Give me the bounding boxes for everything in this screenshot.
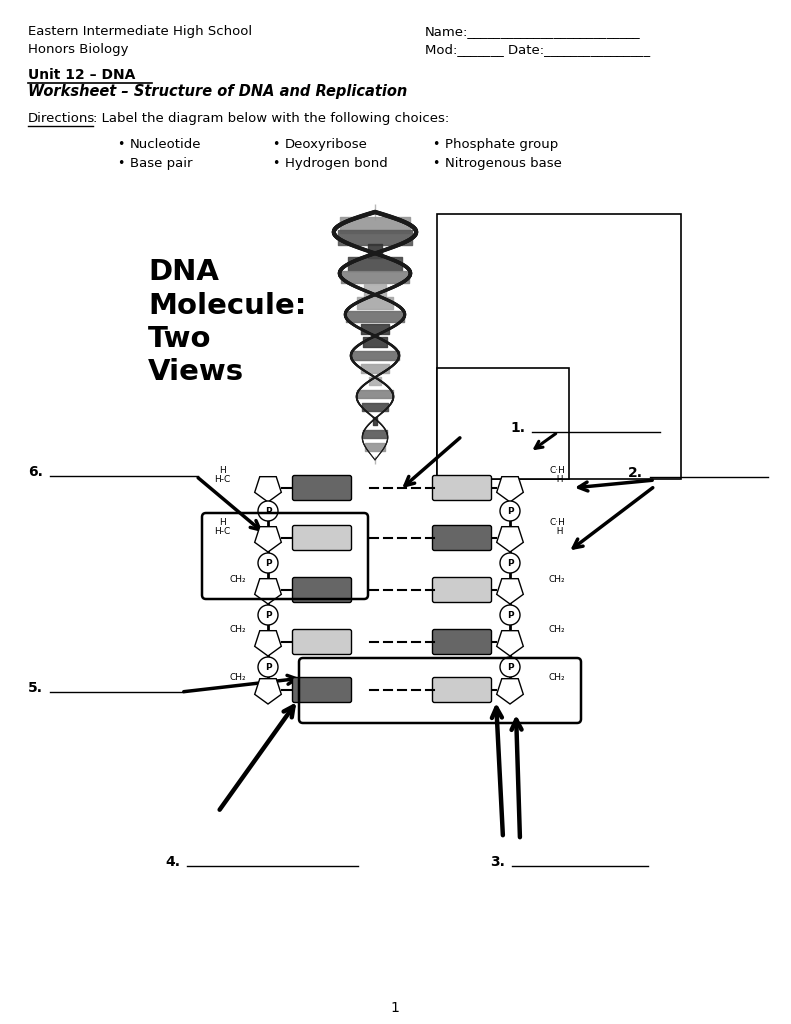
Polygon shape [255,477,282,502]
FancyBboxPatch shape [293,525,351,551]
Text: CH₂: CH₂ [229,674,246,683]
Polygon shape [497,679,524,705]
Text: •: • [117,157,124,170]
Polygon shape [497,631,524,656]
Text: 6.: 6. [28,465,43,479]
Bar [437,368,569,479]
Text: Unit 12 – DNA: Unit 12 – DNA [28,68,135,82]
Text: CH₂: CH₂ [549,575,566,585]
Bar [437,214,681,479]
Text: Name:__________________________: Name:__________________________ [425,25,641,38]
Text: 2.: 2. [628,466,643,480]
Text: Worksheet – Structure of DNA and Replication: Worksheet – Structure of DNA and Replica… [28,84,407,99]
Polygon shape [255,679,282,705]
Circle shape [258,657,278,677]
Text: P: P [507,664,513,673]
Text: P: P [507,508,513,516]
Text: Nitrogenous base: Nitrogenous base [445,157,562,170]
Text: H
H-C: H H-C [214,518,230,537]
Text: Base pair: Base pair [130,157,192,170]
Text: P: P [265,559,271,568]
Polygon shape [497,477,524,502]
Circle shape [258,501,278,521]
FancyBboxPatch shape [293,475,351,501]
Text: •: • [432,138,439,151]
Text: C·H
  H: C·H H [549,518,565,537]
Text: CH₂: CH₂ [229,626,246,635]
FancyBboxPatch shape [433,678,491,702]
Text: C·H
  H: C·H H [549,466,565,484]
Text: Hydrogen bond: Hydrogen bond [285,157,388,170]
Text: CH₂: CH₂ [229,575,246,585]
Text: •: • [432,157,439,170]
Text: CH₂: CH₂ [549,674,566,683]
Circle shape [500,657,520,677]
FancyBboxPatch shape [433,578,491,602]
FancyBboxPatch shape [293,578,351,602]
Polygon shape [497,526,524,552]
FancyBboxPatch shape [293,630,351,654]
Text: DNA
Molecule:
Two
Views: DNA Molecule: Two Views [148,258,306,386]
Text: P: P [507,559,513,568]
Polygon shape [255,631,282,656]
FancyBboxPatch shape [433,475,491,501]
Text: 1: 1 [391,1001,399,1015]
Text: P: P [265,664,271,673]
Circle shape [500,501,520,521]
FancyBboxPatch shape [293,678,351,702]
Text: H
H-C: H H-C [214,466,230,484]
Circle shape [258,605,278,625]
Circle shape [500,605,520,625]
Text: 3.: 3. [490,855,505,869]
Text: P: P [265,508,271,516]
Text: P: P [265,611,271,621]
Text: Deoxyribose: Deoxyribose [285,138,368,151]
Polygon shape [255,526,282,552]
Text: Honors Biology: Honors Biology [28,43,128,56]
Text: Phosphate group: Phosphate group [445,138,558,151]
Text: Eastern Intermediate High School: Eastern Intermediate High School [28,25,252,38]
Text: Directions: Directions [28,112,95,125]
Text: Mod:_______ Date:________________: Mod:_______ Date:________________ [425,43,650,56]
Polygon shape [255,579,282,604]
Circle shape [258,553,278,573]
Text: : Label the diagram below with the following choices:: : Label the diagram below with the follo… [93,112,449,125]
Text: 5.: 5. [28,681,43,695]
Text: Nucleotide: Nucleotide [130,138,202,151]
FancyBboxPatch shape [433,630,491,654]
Text: P: P [507,611,513,621]
Text: 1.: 1. [510,421,525,435]
FancyBboxPatch shape [433,525,491,551]
Text: •: • [272,157,279,170]
Text: CH₂: CH₂ [549,626,566,635]
Text: •: • [272,138,279,151]
Text: 4.: 4. [165,855,180,869]
Text: •: • [117,138,124,151]
Circle shape [500,553,520,573]
Polygon shape [497,579,524,604]
